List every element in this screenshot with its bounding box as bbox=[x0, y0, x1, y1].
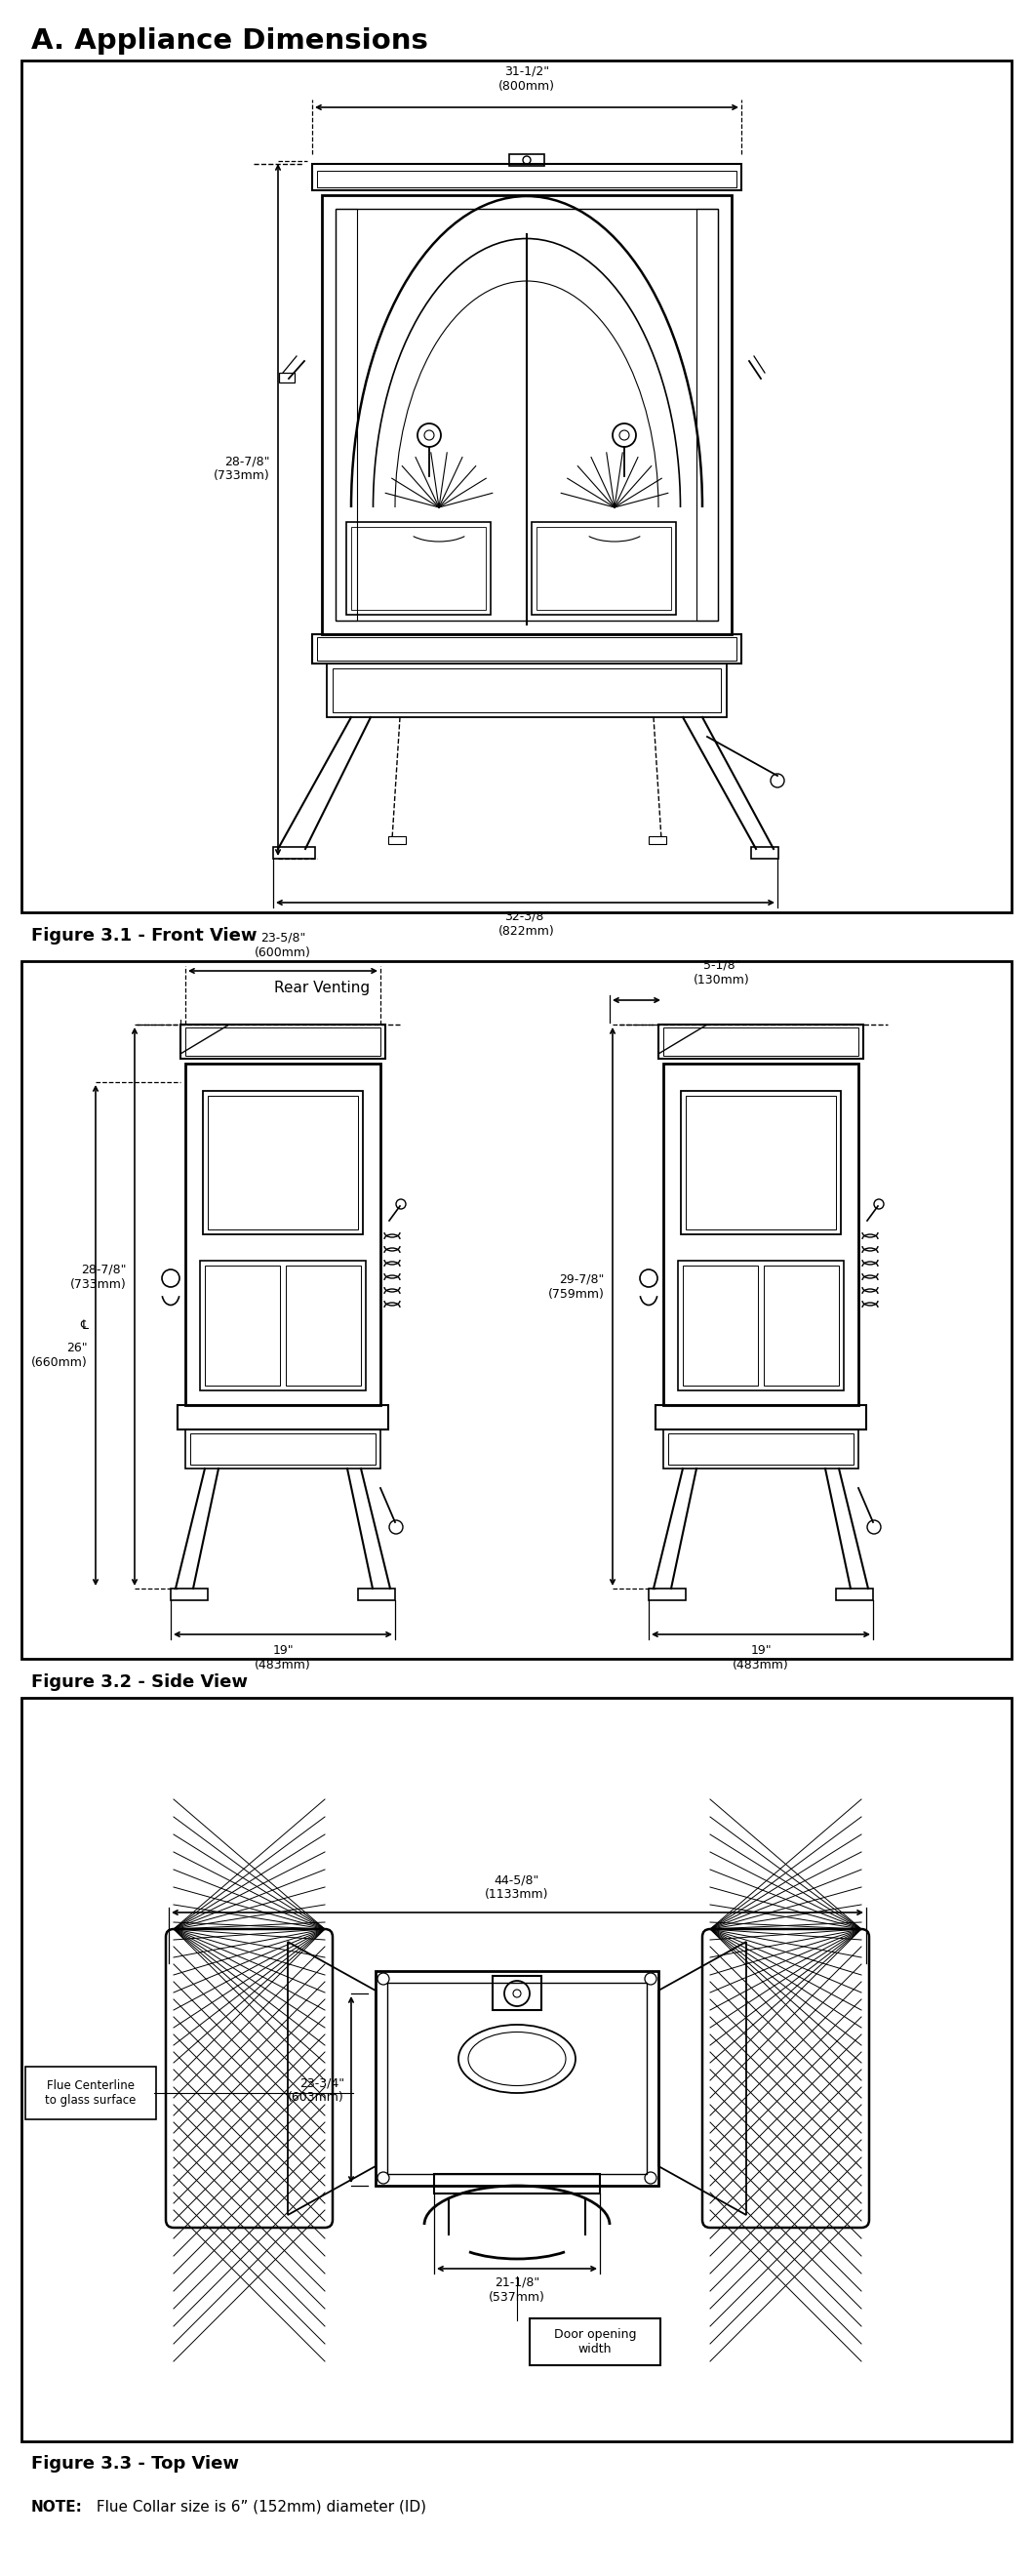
Bar bbox=[317, 636, 737, 659]
Text: 44-5/8"
(1133mm): 44-5/8" (1133mm) bbox=[486, 1873, 549, 1901]
Bar bbox=[190, 1432, 376, 1466]
Bar bbox=[358, 1589, 395, 1600]
Bar bbox=[336, 209, 718, 621]
Bar bbox=[279, 374, 294, 381]
Bar bbox=[273, 848, 315, 858]
Bar bbox=[663, 1028, 858, 1056]
Bar bbox=[202, 1090, 363, 1234]
Bar bbox=[663, 1064, 858, 1404]
Bar bbox=[532, 523, 676, 616]
Text: 26"
(660mm): 26" (660mm) bbox=[31, 1342, 88, 1368]
FancyBboxPatch shape bbox=[530, 2318, 660, 2365]
Bar bbox=[763, 1265, 839, 1386]
Bar bbox=[185, 1028, 380, 1056]
Bar bbox=[286, 1265, 361, 1386]
Circle shape bbox=[620, 430, 629, 440]
Text: Door opening
width: Door opening width bbox=[554, 2329, 636, 2354]
Bar bbox=[696, 209, 718, 621]
Text: Flue Collar size is 6” (152mm) diameter (ID): Flue Collar size is 6” (152mm) diameter … bbox=[92, 2499, 427, 2514]
Bar bbox=[649, 837, 666, 845]
Text: 19"
(483mm): 19" (483mm) bbox=[255, 1643, 311, 1672]
Bar bbox=[751, 848, 779, 858]
Text: 23-3/4"
(603mm): 23-3/4" (603mm) bbox=[288, 2076, 344, 2105]
Bar bbox=[317, 170, 737, 188]
Bar bbox=[185, 1064, 380, 1404]
Bar bbox=[22, 1698, 1011, 2442]
Bar bbox=[668, 1432, 853, 1466]
Bar bbox=[493, 1976, 541, 2009]
Text: 5-1/8"
(130mm): 5-1/8" (130mm) bbox=[694, 958, 750, 987]
Bar bbox=[681, 1090, 841, 1234]
Bar bbox=[181, 1025, 385, 1059]
Bar bbox=[649, 1589, 686, 1600]
Text: Rear Venting: Rear Venting bbox=[274, 981, 370, 994]
Text: 28-7/8"
(733mm): 28-7/8" (733mm) bbox=[214, 456, 271, 482]
Bar bbox=[351, 528, 486, 611]
Text: 23-5/8"
(600mm): 23-5/8" (600mm) bbox=[255, 933, 311, 958]
Bar bbox=[185, 1430, 380, 1468]
Text: Flue Centerline
to glass surface: Flue Centerline to glass surface bbox=[45, 2079, 136, 2107]
Bar bbox=[178, 1404, 388, 1430]
Bar bbox=[22, 59, 1011, 912]
Bar bbox=[656, 1404, 867, 1430]
Bar bbox=[22, 961, 1011, 1659]
Text: 21-1/8"
(537mm): 21-1/8" (537mm) bbox=[489, 2277, 545, 2303]
Text: 29-7/8"
(759mm): 29-7/8" (759mm) bbox=[549, 1273, 604, 1301]
Bar bbox=[205, 1265, 280, 1386]
Bar bbox=[536, 528, 670, 611]
Bar bbox=[509, 155, 544, 165]
Text: 32-3/8"
(822mm): 32-3/8" (822mm) bbox=[499, 909, 555, 938]
Text: Figure 3.3 - Top View: Figure 3.3 - Top View bbox=[31, 2455, 239, 2473]
Text: ℄: ℄ bbox=[80, 1319, 88, 1332]
Bar bbox=[434, 2174, 600, 2195]
Circle shape bbox=[425, 430, 434, 440]
Bar bbox=[346, 523, 491, 616]
Bar bbox=[200, 1260, 366, 1391]
Bar bbox=[170, 1589, 208, 1600]
Text: Figure 3.1 - Front View: Figure 3.1 - Front View bbox=[31, 927, 257, 945]
Bar bbox=[312, 634, 742, 665]
Bar bbox=[683, 1265, 758, 1386]
Bar bbox=[333, 667, 721, 714]
Bar bbox=[663, 1430, 858, 1468]
Bar bbox=[678, 1260, 844, 1391]
Bar bbox=[388, 837, 406, 845]
Bar bbox=[336, 209, 357, 621]
Bar bbox=[208, 1095, 358, 1229]
Bar bbox=[312, 165, 742, 191]
Bar bbox=[686, 1095, 836, 1229]
Text: 28-7/8"
(733mm): 28-7/8" (733mm) bbox=[70, 1265, 127, 1291]
Text: Figure 3.2 - Side View: Figure 3.2 - Side View bbox=[31, 1674, 248, 1690]
FancyBboxPatch shape bbox=[26, 2066, 156, 2120]
Bar bbox=[836, 1589, 873, 1600]
Text: NOTE:: NOTE: bbox=[31, 2499, 83, 2514]
Text: 19"
(483mm): 19" (483mm) bbox=[732, 1643, 789, 1672]
Bar bbox=[387, 1984, 647, 2174]
Bar bbox=[322, 196, 731, 634]
Bar bbox=[658, 1025, 864, 1059]
Text: 31-1/2"
(800mm): 31-1/2" (800mm) bbox=[499, 64, 555, 93]
Text: A. Appliance Dimensions: A. Appliance Dimensions bbox=[31, 28, 428, 54]
Bar bbox=[326, 665, 726, 716]
Bar bbox=[376, 1971, 658, 2184]
